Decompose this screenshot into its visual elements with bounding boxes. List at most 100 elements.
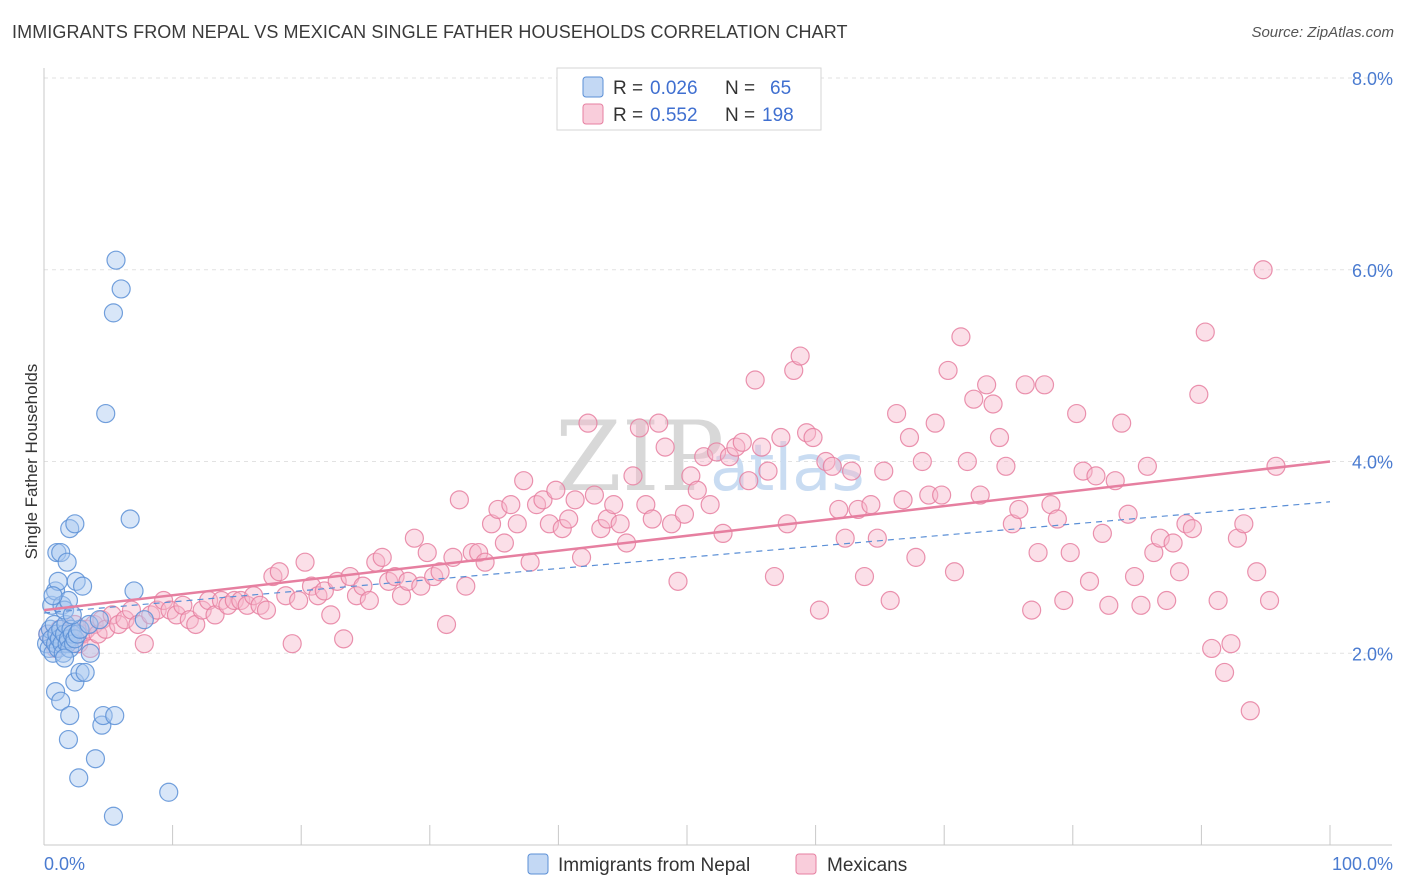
nepal-point-50 [80, 643, 100, 663]
nepal-point-52 [92, 715, 112, 735]
mexicans-point-169 [1086, 466, 1106, 486]
mexicans-point-94 [604, 495, 624, 515]
mexicans-point-114 [732, 432, 752, 452]
mexicans-point-45 [289, 590, 309, 611]
source-label: Source: ZipAtlas.com [1251, 24, 1394, 41]
mexicans-point-185 [1189, 384, 1209, 404]
nepal-point-37 [51, 542, 71, 563]
mexicans-point-120 [771, 427, 791, 448]
mexicans-point-144 [925, 413, 945, 433]
mexicans-point-166 [1067, 403, 1087, 424]
mexicans-point-167 [1073, 461, 1093, 481]
nepal-point-58 [96, 403, 116, 424]
mexicans-point-178 [1144, 542, 1164, 563]
nepal-point-49 [69, 768, 89, 788]
mexicans-point-102 [655, 437, 675, 457]
mexicans-point-133 [854, 566, 875, 587]
nepal-point-34 [79, 614, 99, 635]
nepal-point-59 [103, 303, 124, 323]
nepal-point-62 [159, 782, 179, 802]
mexicans-point-32 [205, 605, 225, 625]
mexicans-point-26 [166, 605, 187, 625]
mexicans-point-64 [411, 576, 431, 596]
mexicans-point-149 [957, 451, 977, 472]
gridlines [44, 77, 1392, 654]
nepal-point-63 [89, 610, 109, 630]
mexicans-point-148 [951, 327, 971, 347]
series-mexicans [38, 260, 1286, 721]
mexicans-point-135 [867, 528, 887, 548]
mexicans-point-46 [295, 552, 315, 572]
mexicans-point-128 [822, 456, 842, 476]
y-tick-label-1: 4.0% [1352, 453, 1393, 473]
mexicans-point-140 [899, 427, 920, 448]
mexicans-point-136 [874, 461, 894, 481]
mexicans-point-91 [584, 485, 605, 505]
mexicans-point-146 [938, 360, 958, 381]
mexicans-point-70 [449, 490, 469, 510]
mexicans-point-29 [186, 614, 206, 635]
mexicans-point-16 [102, 605, 122, 625]
nepal-point-43 [54, 648, 75, 668]
legend-r-label-mexicans: R = [613, 105, 643, 126]
mexicans-point-103 [661, 514, 682, 534]
mexicans-point-106 [681, 466, 701, 486]
y-tick-label-3: 8.0% [1352, 69, 1393, 89]
mexicans-point-90 [578, 413, 598, 433]
mexicans-point-160 [1028, 542, 1048, 563]
legend-n-value-mexicans: 198 [762, 105, 794, 126]
mexicans-point-161 [1034, 375, 1055, 395]
mexicans-point-18 [115, 610, 135, 630]
mexicans-point-179 [1150, 528, 1170, 548]
bottom-legend-swatch-mexicans [795, 853, 817, 875]
legend: R = 0.026 N = 65 R = 0.552 N = 198 [556, 67, 822, 131]
mexicans-point-100 [642, 509, 662, 529]
mexicans-point-89 [571, 547, 592, 567]
bottom-legend-swatch-nepal [527, 853, 549, 875]
mexicans-point-193 [1240, 701, 1260, 721]
mexicans-point-152 [977, 375, 997, 395]
mexicans-point-162 [1041, 495, 1061, 515]
x-tick-label-max: 100.0% [1332, 854, 1393, 874]
mexicans-point-195 [1253, 260, 1273, 280]
mexicans-point-85 [546, 480, 566, 500]
mexicans-point-158 [1015, 375, 1035, 395]
nepal-point-44 [60, 705, 80, 726]
y-tick-label-0: 2.0% [1352, 644, 1393, 664]
mexicans-point-159 [1022, 600, 1042, 620]
mexicans-point-40 [256, 600, 277, 620]
mexicans-point-176 [1131, 595, 1151, 615]
mexicans-point-151 [970, 485, 990, 505]
mexicans-point-67 [430, 562, 450, 582]
nepal-point-64 [103, 806, 124, 826]
nepal-point-33 [72, 576, 93, 596]
mexicans-point-186 [1195, 322, 1215, 342]
nepal-point-30 [58, 590, 79, 611]
mexicans-point-73 [469, 542, 489, 563]
nepal-point-48 [58, 729, 79, 750]
mexicans-point-119 [764, 566, 785, 587]
nepal-point-56 [120, 509, 140, 529]
bottom-legend-label-mexicans: Mexicans [827, 855, 907, 876]
watermark-zip: ZIP [555, 401, 724, 513]
y-axis-label: Single Father Households [22, 364, 41, 560]
mexicans-point-165 [1060, 542, 1080, 563]
mexicans-point-63 [404, 528, 424, 548]
mexicans-point-130 [835, 528, 855, 548]
mexicans-point-177 [1137, 456, 1157, 476]
tick-labels: 2.0% 4.0% 6.0% 8.0% 0.0% 100.0% [44, 69, 1393, 874]
mexicans-point-54 [346, 586, 367, 606]
mexicans-point-112 [719, 447, 740, 467]
mexicans-point-170 [1092, 523, 1112, 544]
mexicans-point-145 [932, 485, 952, 505]
mexicans-point-157 [1009, 499, 1029, 520]
mexicans-point-155 [996, 456, 1016, 476]
mexicans-point-56 [359, 590, 379, 611]
nepal-point-54 [105, 705, 125, 726]
mexicans-point-52 [334, 629, 354, 649]
legend-swatch-nepal [582, 76, 604, 98]
legend-r-value-mexicans: 0.552 [650, 105, 698, 126]
mexicans-point-182 [1169, 562, 1190, 582]
mexicans-point-86 [552, 519, 572, 539]
